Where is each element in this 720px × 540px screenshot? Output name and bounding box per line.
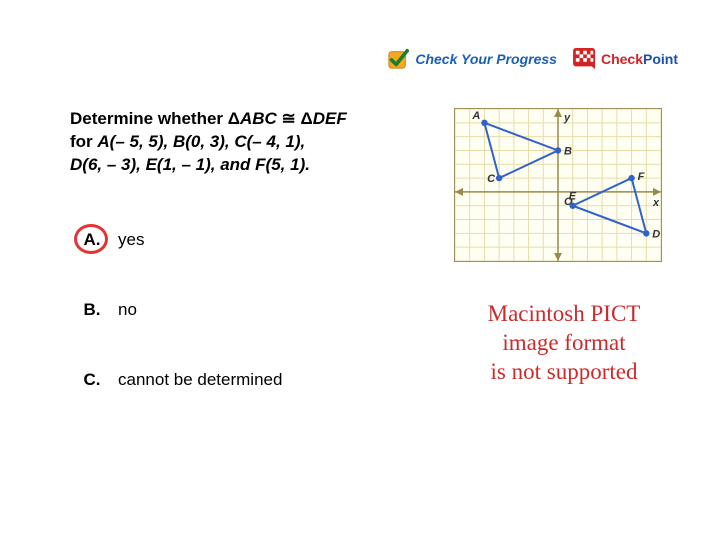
option-b-label: B. xyxy=(80,300,104,320)
pict-unsupported-message: Macintosh PICT image format is not suppo… xyxy=(454,300,674,386)
checkbox-icon xyxy=(387,48,409,70)
svg-text:E: E xyxy=(569,191,577,203)
svg-text:x: x xyxy=(652,197,660,209)
pict-line1: Macintosh PICT xyxy=(488,301,641,326)
checkpoint-word-point: Point xyxy=(643,51,678,67)
option-b-text: no xyxy=(118,300,137,320)
coordinate-graph: xyOABCDEF xyxy=(454,108,662,262)
pict-line2: image format xyxy=(502,330,625,355)
question-text: Determine whether ΔABC ≅ ΔDEF for A(– 5,… xyxy=(70,108,442,177)
option-a[interactable]: A. yes xyxy=(80,230,144,250)
q-congruent: ≅ Δ xyxy=(277,109,313,128)
option-a-text: yes xyxy=(118,230,144,250)
svg-text:C: C xyxy=(487,173,496,185)
option-a-label: A. xyxy=(80,230,104,250)
q-line1-prefix: Determine whether Δ xyxy=(70,109,240,128)
option-c[interactable]: C. cannot be determined xyxy=(80,370,282,390)
q-line2-pre: for xyxy=(70,132,97,151)
svg-text:B: B xyxy=(564,145,572,157)
check-your-progress-badge: Check Your Progress xyxy=(387,48,557,70)
option-c-text: cannot be determined xyxy=(118,370,282,390)
q-line3: D(6, – 3), E(1, – 1), and F(5, 1). xyxy=(70,155,310,174)
q-pts-line2: A(– 5, 5), B(0, 3), C(– 4, 1), xyxy=(97,132,305,151)
branding-row: Check Your Progress CheckPoint xyxy=(387,48,678,70)
option-c-label: C. xyxy=(80,370,104,390)
svg-text:D: D xyxy=(652,228,660,240)
q-tri2: DEF xyxy=(313,109,347,128)
checkpoint-word-check: Check xyxy=(601,51,643,67)
svg-text:A: A xyxy=(471,110,480,122)
checkpoint-badge: CheckPoint xyxy=(573,48,678,70)
check-your-progress-text: Check Your Progress xyxy=(415,51,557,67)
option-b[interactable]: B. no xyxy=(80,300,137,320)
grid-flag-icon xyxy=(573,48,597,70)
q-tri1: ABC xyxy=(240,109,277,128)
pict-line3: is not supported xyxy=(491,359,638,384)
checkpoint-text: CheckPoint xyxy=(601,51,678,67)
svg-text:y: y xyxy=(563,112,571,124)
svg-text:F: F xyxy=(638,171,645,183)
